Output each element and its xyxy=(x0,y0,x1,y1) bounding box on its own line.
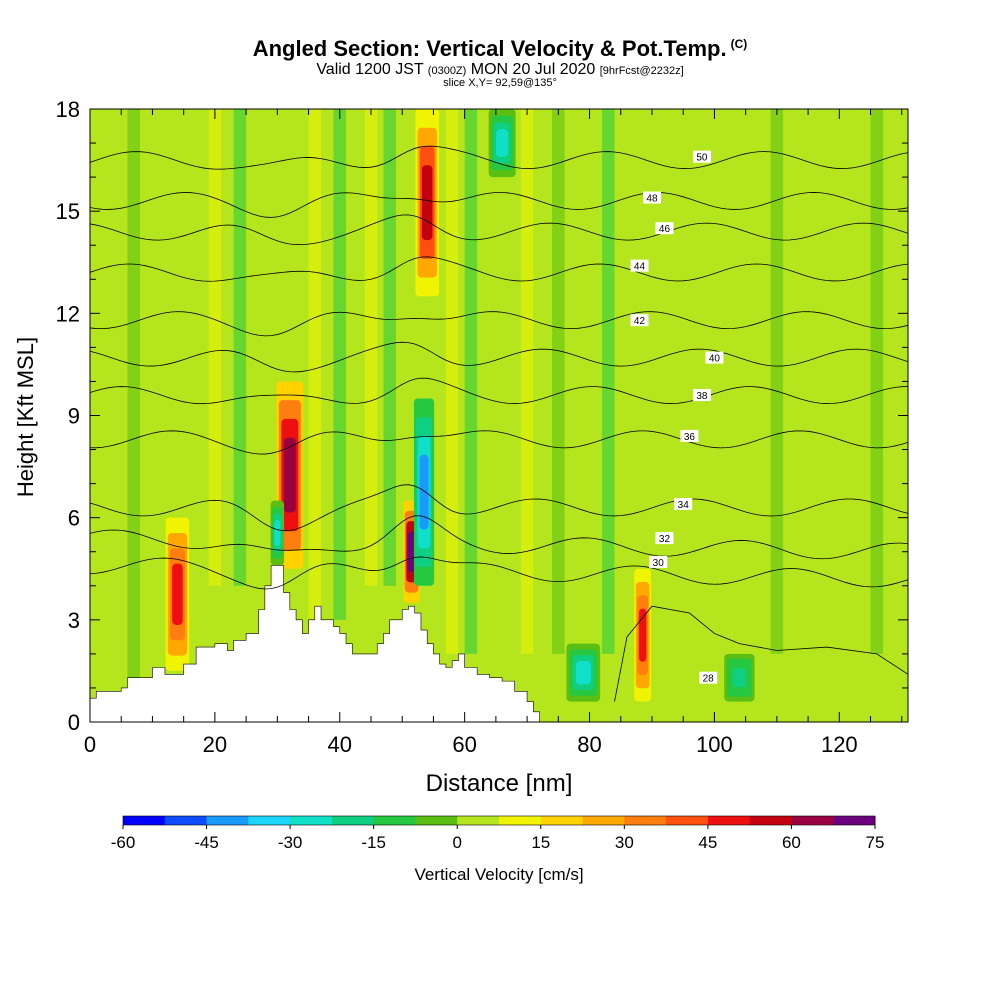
field-band xyxy=(233,109,247,586)
contour-label-bg xyxy=(630,259,649,272)
contour-label: 38 xyxy=(696,391,708,402)
velocity-core xyxy=(732,668,747,688)
field-band xyxy=(364,109,378,586)
y-axis-title: Height [Kft MSL] xyxy=(13,337,38,497)
field-band xyxy=(820,109,834,654)
theta-contour xyxy=(90,484,908,532)
contour-label: 42 xyxy=(634,316,646,327)
x-tick-label: 20 xyxy=(203,732,227,757)
field-band xyxy=(676,109,690,654)
velocity-core xyxy=(172,563,183,625)
contour-label: 32 xyxy=(659,534,671,545)
contour-label-bg xyxy=(680,429,699,442)
velocity-core xyxy=(421,165,433,241)
field-band xyxy=(208,109,222,586)
contour-label-bg xyxy=(649,555,668,568)
theta-contour xyxy=(614,605,908,702)
chart-title: Angled Section: Vertical Velocity & Pot.… xyxy=(0,36,1000,62)
y-tick-label: 18 xyxy=(56,97,80,122)
y-tick-label: 9 xyxy=(68,404,80,429)
contour-label: 40 xyxy=(709,354,721,365)
contour-label-bg xyxy=(692,150,711,163)
valid-z: (0300Z) xyxy=(427,65,467,77)
velocity-field xyxy=(90,109,908,722)
field-band xyxy=(102,109,115,722)
x-axis: 0 20 40 60 80 100 120 xyxy=(84,109,903,757)
field-band xyxy=(127,109,140,722)
theta-contour xyxy=(90,430,908,455)
velocity-core xyxy=(283,437,296,513)
theta-contour xyxy=(90,192,908,218)
contour-label: 28 xyxy=(703,674,715,685)
terrain xyxy=(90,565,540,722)
slice-label: slice X,Y= 92,59@135° xyxy=(443,77,557,89)
x-tick-label: 60 xyxy=(452,732,476,757)
contour-label: 34 xyxy=(678,500,690,511)
contour-label-bg xyxy=(630,314,649,327)
contour-label-bg xyxy=(655,222,674,235)
velocity-core xyxy=(575,661,591,685)
field-band xyxy=(602,109,615,654)
field-band xyxy=(870,109,884,654)
field-band xyxy=(445,109,459,654)
contour-label-bg xyxy=(674,498,693,511)
velocity-core xyxy=(496,129,509,157)
theta-contour xyxy=(90,214,908,246)
y-tick-label: 12 xyxy=(56,301,80,326)
terrain-profile xyxy=(90,565,540,722)
x-tick-label: 40 xyxy=(328,732,352,757)
velocity-core xyxy=(638,608,647,662)
velocity-core xyxy=(419,454,429,530)
y-tick-label: 6 xyxy=(68,506,80,531)
velocity-core xyxy=(407,531,416,573)
field-band xyxy=(383,109,396,586)
y-tick-label: 3 xyxy=(68,608,80,633)
field-band xyxy=(333,109,347,620)
valid-fcst: [9hrFcst@2232z] xyxy=(599,65,684,77)
chart-title-text: Angled Section: Vertical Velocity & Pot.… xyxy=(252,36,727,61)
field-band xyxy=(520,109,534,654)
velocity-core xyxy=(274,520,281,546)
contour-label-bg xyxy=(642,191,661,204)
chart-subtitle: Valid 1200 JST (0300Z) MON 20 Jul 2020 [… xyxy=(0,61,1000,79)
contour-label-bg xyxy=(655,532,674,545)
contour-label: 30 xyxy=(653,558,665,569)
y-tick-label: 15 xyxy=(56,199,80,224)
field-band xyxy=(552,109,565,654)
valid-date: MON 20 Jul 2020 xyxy=(470,61,596,78)
theta-contour xyxy=(90,515,908,560)
x-tick-label: 120 xyxy=(821,732,858,757)
field-band xyxy=(770,109,784,654)
contour-label: 46 xyxy=(659,224,671,235)
contour-label-bg xyxy=(705,351,724,364)
field-band xyxy=(152,109,165,722)
contour-label-bg xyxy=(699,671,718,684)
theta-contour xyxy=(90,556,908,590)
y-tick-label: 0 xyxy=(68,710,80,735)
x-tick-label: 0 xyxy=(84,732,96,757)
theta-contour-labels: 28 30 32 34 36 38 40 42 44 46 48 50 xyxy=(630,150,724,685)
contour-label-bg xyxy=(692,389,711,402)
contour-label: 36 xyxy=(684,432,696,443)
field-band xyxy=(308,109,322,620)
contour-label: 48 xyxy=(646,194,658,205)
chart-title-mark: (C) xyxy=(730,36,748,51)
contour-label: 50 xyxy=(696,153,708,164)
field-band xyxy=(464,109,478,654)
theta-contour xyxy=(90,145,908,170)
theta-contour xyxy=(90,377,908,405)
theta-contour xyxy=(90,341,908,373)
valid-prefix: Valid 1200 JST xyxy=(316,61,424,78)
x-tick-label: 80 xyxy=(577,732,601,757)
x-tick-label: 100 xyxy=(696,732,733,757)
theta-contour xyxy=(90,256,908,282)
theta-contours xyxy=(90,145,908,702)
contour-label: 44 xyxy=(634,262,646,273)
x-axis-title: Distance [nm] xyxy=(426,770,573,797)
theta-contour xyxy=(90,311,908,337)
